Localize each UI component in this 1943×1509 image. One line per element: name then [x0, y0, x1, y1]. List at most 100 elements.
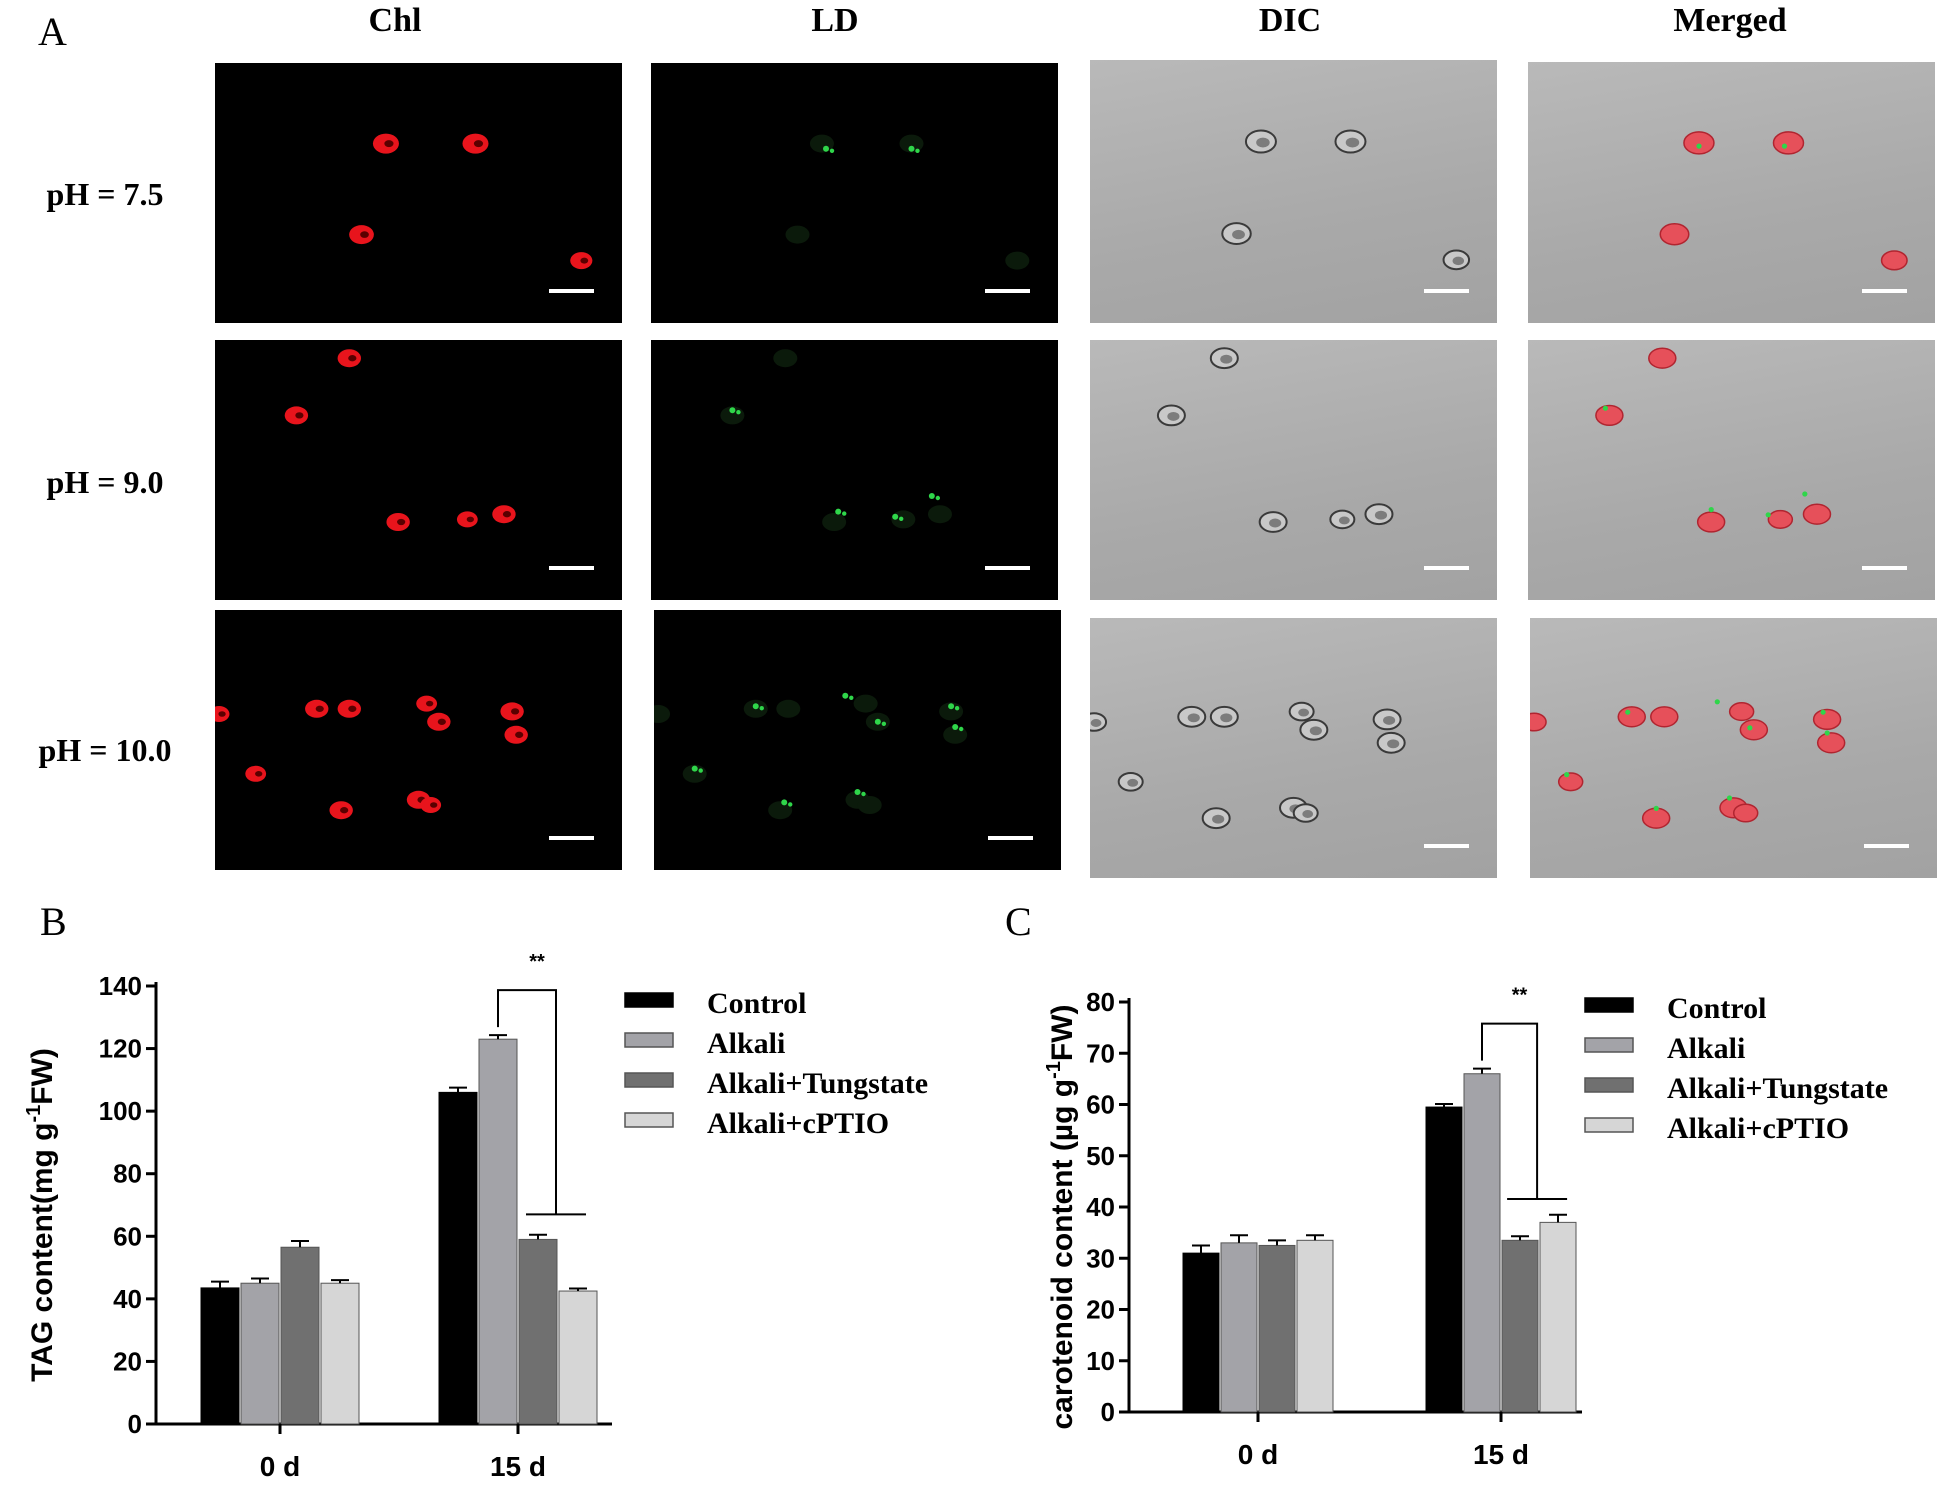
y-tick-label: 20 [113, 1346, 142, 1376]
cell-outline [776, 699, 801, 718]
bar-alkali-0d [1220, 1242, 1258, 1413]
row-label-ph-9-0: pH = 9.0 [46, 464, 164, 500]
lipid-droplet [1802, 491, 1808, 497]
lipid-droplet [1820, 709, 1826, 715]
dic-cell [1442, 249, 1471, 271]
y-axis-label: TAG content(mg g-1FW) [23, 1048, 59, 1382]
cell-outline [857, 796, 882, 814]
legend-label: Alkali [1667, 1032, 1745, 1065]
lipid-droplet [954, 706, 960, 711]
chloroplast-cell [329, 801, 353, 820]
y-tick-label: 30 [1086, 1243, 1115, 1273]
bar-alkali-cptio-0d [1296, 1239, 1334, 1413]
lipid-droplet [899, 516, 904, 521]
bar-alkali-15d [1463, 1073, 1501, 1413]
lipid-droplet [1747, 725, 1753, 731]
legend-swatch [1584, 1117, 1634, 1133]
dic-cell [1364, 503, 1394, 526]
bar-alkali-tungstate-0d [280, 1246, 320, 1425]
lipid-droplet [781, 799, 788, 806]
dic-cell [1288, 701, 1315, 722]
column-header-dic: DIC [1258, 2, 1322, 39]
row-label-ph-7-5: pH = 7.5 [46, 176, 164, 212]
legend-label: Control [707, 987, 806, 1020]
legend-swatch [624, 992, 674, 1008]
x-tick-label: 15 d [1473, 1439, 1529, 1470]
legend-swatch [1584, 1077, 1634, 1093]
lipid-droplet [1765, 512, 1771, 518]
scale-bar [988, 836, 1033, 840]
merged-cell [1767, 509, 1794, 529]
scale-bar [549, 566, 594, 570]
bar-alkali-tungstate-0d [1258, 1244, 1296, 1413]
micrograph-dic-ph-9-0-svg [1156, 347, 1469, 570]
micrograph-chl-ph-10-0-svg [215, 695, 594, 840]
column-header-ld: LD [811, 2, 859, 39]
micrograph-chl-ph-7-5-svg [349, 133, 594, 293]
x-tick-label: 0 d [260, 1451, 300, 1482]
panel-a-letter: A [38, 9, 67, 54]
merged-cell [1659, 223, 1690, 246]
lipid-droplet [948, 703, 955, 710]
dic-cell [1244, 129, 1277, 154]
scale-bar [985, 566, 1030, 570]
merged-cell [1650, 706, 1679, 728]
micrograph-merged-ph-7-5 [1528, 62, 1935, 323]
legend-swatch [1584, 1037, 1634, 1053]
chloroplast-cell [349, 225, 374, 245]
merged-cell [1696, 511, 1726, 533]
lipid-droplet [1781, 143, 1788, 149]
cell-outline [785, 225, 810, 244]
dic-cell [1376, 731, 1406, 754]
micrograph-dic-ph-7-5-svg [1221, 129, 1471, 293]
significance-label: ** [529, 951, 545, 973]
chloroplast-cell [372, 133, 399, 154]
dic-cell [1156, 404, 1186, 427]
lipid-droplet [736, 410, 741, 415]
dic-cell [1258, 511, 1288, 533]
lipid-droplet [829, 148, 835, 153]
lipid-droplet [759, 706, 764, 711]
micrograph-ld-ph-7-5-svg [785, 134, 1030, 293]
merged-cell [1557, 772, 1584, 792]
lipid-droplet [1696, 143, 1702, 149]
significance-label: ** [1512, 985, 1528, 1007]
dic-cell [1209, 705, 1239, 728]
merged-cell [1739, 719, 1769, 741]
micrograph-dic-ph-10-0 [1090, 618, 1497, 878]
lipid-droplet [928, 493, 935, 499]
scale-bar [1862, 566, 1907, 570]
chloroplast-cell [337, 349, 362, 368]
lipid-droplet [854, 789, 861, 795]
lipid-droplet [1714, 699, 1720, 705]
bar-alkali-cptio-0d [320, 1282, 360, 1425]
lipid-droplet [729, 407, 736, 414]
micrograph-merged-ph-10-0-svg [1530, 699, 1909, 848]
bar-alkali-0d [240, 1282, 280, 1425]
chloroplast-cell [427, 712, 451, 731]
micrograph-dic-ph-10-0-svg [1090, 701, 1469, 848]
merged-cell [1880, 250, 1908, 271]
significance-bracket [1481, 1022, 1568, 1200]
y-tick-label: 140 [99, 971, 142, 1001]
lipid-droplet [874, 718, 881, 725]
legend-label: Alkali+cPTIO [1667, 1112, 1849, 1145]
dic-cell [1201, 807, 1231, 830]
micrograph-dic-ph-9-0 [1090, 340, 1497, 600]
merged-cell [1530, 712, 1547, 732]
micrograph-merged-ph-9-0-svg [1595, 347, 1907, 570]
lipid-droplet [698, 768, 703, 773]
lipid-droplet [952, 724, 959, 730]
scale-bar [1424, 289, 1469, 293]
lipid-droplet [1653, 805, 1659, 811]
bar-control-15d [438, 1091, 478, 1425]
bar-control-0d [200, 1287, 240, 1425]
micrograph-merged-ph-10-0 [1530, 618, 1937, 878]
bar-control-0d [1182, 1252, 1220, 1413]
cell-outline [927, 505, 952, 524]
chloroplast-cell [337, 699, 362, 718]
column-header-chl: Chl [368, 2, 422, 39]
lipid-droplet [1726, 795, 1733, 801]
cell-outline [654, 705, 671, 723]
lipid-droplet [849, 695, 854, 700]
